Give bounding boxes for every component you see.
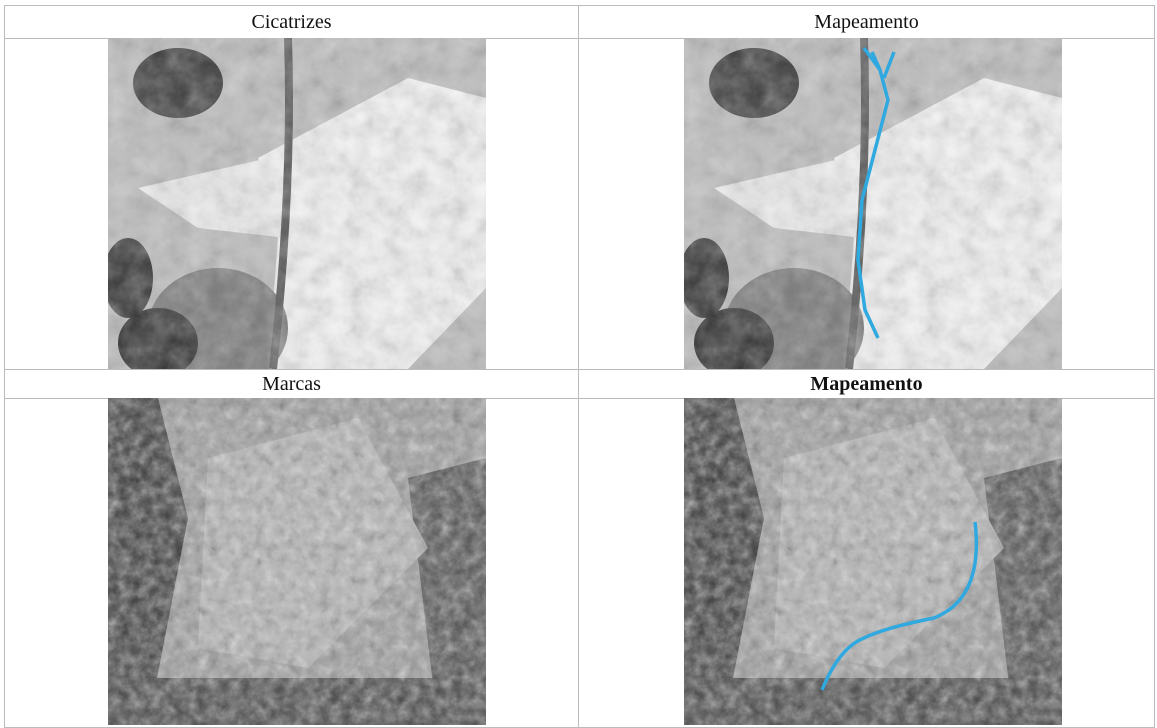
header-cell: Mapeamento	[578, 5, 1155, 39]
aerial-image	[108, 38, 486, 369]
aerial-image	[108, 398, 486, 725]
header-cell: Marcas	[4, 369, 579, 399]
header-cell: Cicatrizes	[4, 5, 579, 39]
header-cell: Mapeamento	[578, 369, 1155, 399]
aerial-image	[684, 398, 1062, 725]
page: Cicatrizes Mapeamento Marcas Mapeamento	[0, 0, 1157, 725]
aerial-image	[684, 38, 1062, 369]
